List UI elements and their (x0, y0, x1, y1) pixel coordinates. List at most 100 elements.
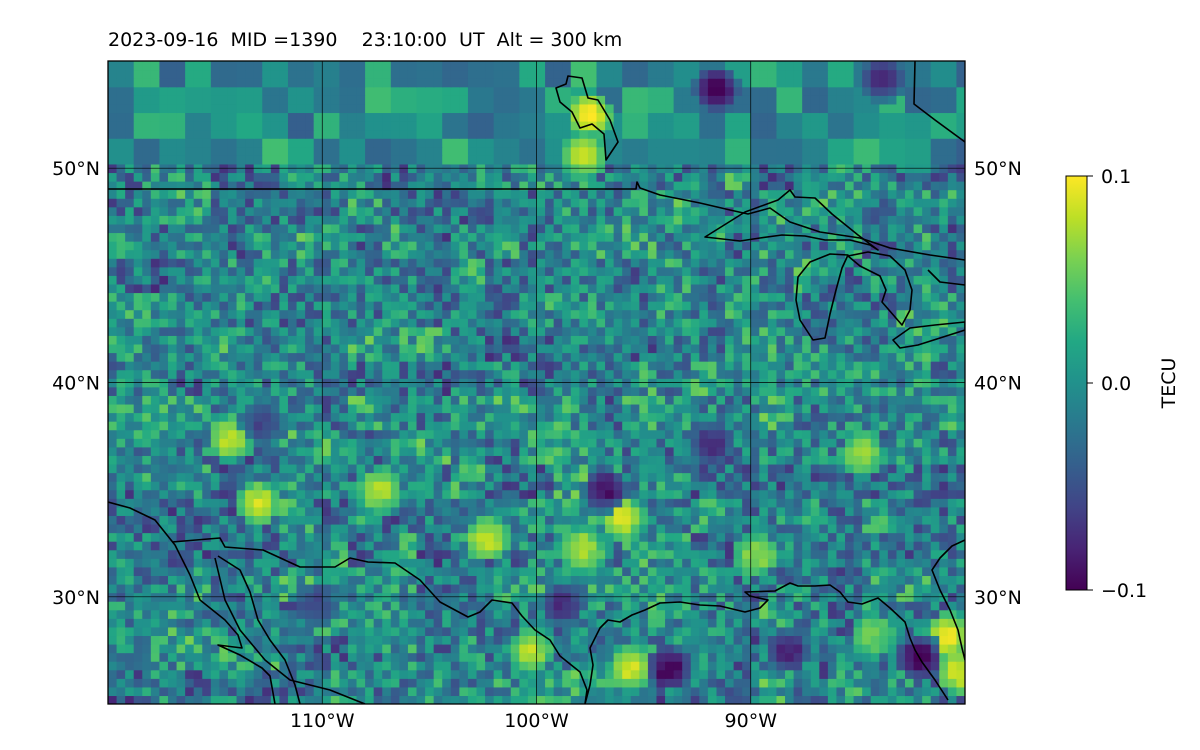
heatmap-cell (399, 463, 409, 474)
heatmap-cell (887, 463, 898, 474)
heatmap-cell (913, 609, 923, 619)
heatmap-cell (425, 309, 435, 319)
heatmap-cell (853, 275, 863, 285)
heatmap-cell (339, 395, 349, 405)
heatmap-cell (827, 403, 838, 414)
heatmap-cell (116, 369, 126, 379)
heatmap-cell (116, 403, 126, 414)
heatmap-cell (527, 549, 538, 559)
heatmap-cell (125, 309, 135, 319)
heatmap-cell (142, 541, 152, 551)
heatmap-cell (939, 309, 949, 319)
heatmap-cell (836, 412, 846, 422)
heatmap-cell (305, 472, 315, 482)
heatmap-cell (862, 429, 872, 439)
heatmap-cell (476, 429, 486, 439)
heatmap-cell (862, 575, 872, 585)
heatmap-cell (622, 283, 632, 294)
heatmap-cell (819, 283, 829, 294)
heatmap-cell (905, 403, 915, 414)
heatmap-cell (956, 412, 965, 422)
heatmap-cell (879, 361, 889, 371)
heatmap-cell (767, 326, 778, 336)
heatmap-cell (905, 395, 915, 405)
heatmap-cell (570, 506, 580, 516)
heatmap-cell (502, 669, 512, 679)
heatmap-cell (279, 652, 289, 662)
heatmap-cell (733, 635, 743, 645)
heatmap-cell (905, 686, 915, 697)
heatmap-cell (707, 489, 718, 499)
heatmap-cell (956, 652, 965, 662)
heatmap-cell (476, 481, 486, 491)
heatmap-cell (450, 438, 460, 448)
heatmap-cell (853, 463, 863, 474)
heatmap-cell (836, 318, 846, 328)
heatmap-cell (219, 601, 229, 611)
heatmap-cell (519, 532, 529, 542)
heatmap-cell (176, 309, 186, 319)
heatmap-cell (930, 429, 940, 439)
heatmap-cell (365, 609, 375, 619)
heatmap-cell (956, 489, 965, 499)
heatmap-cell (939, 292, 949, 302)
heatmap-cell (845, 566, 855, 576)
heatmap-cell (587, 523, 598, 534)
heatmap-cell (596, 583, 606, 594)
heatmap-cell (767, 403, 778, 414)
heatmap-cell (896, 532, 906, 542)
heatmap-cell (450, 301, 460, 311)
heatmap-cell (819, 309, 829, 319)
heatmap-cell (647, 438, 658, 448)
heatmap-cell (108, 369, 118, 379)
heatmap-cell (913, 635, 923, 645)
heatmap-cell (527, 318, 538, 328)
heatmap-cell (493, 455, 503, 465)
heatmap-cell (133, 669, 143, 679)
heatmap-cell (245, 643, 255, 654)
heatmap-cell (202, 506, 212, 516)
heatmap-cell (322, 643, 332, 654)
heatmap-cell (767, 395, 778, 405)
heatmap-cell (862, 326, 872, 336)
heatmap-cell (467, 506, 478, 516)
heatmap-cell (887, 352, 898, 362)
heatmap-cell (416, 386, 426, 396)
heatmap-cell (570, 318, 580, 328)
heatmap-cell (879, 309, 889, 319)
heatmap-cell (202, 343, 212, 354)
heatmap-cell (347, 618, 358, 628)
heatmap-cell (570, 326, 580, 336)
heatmap-cell (210, 386, 221, 396)
heatmap-cell (150, 421, 161, 431)
heatmap-cell (176, 686, 186, 697)
heatmap-cell (690, 609, 700, 619)
heatmap-cell (930, 472, 940, 482)
heatmap-cell (896, 455, 906, 465)
heatmap-cell (399, 275, 409, 285)
heatmap-cell (287, 532, 298, 542)
heatmap-cell (870, 678, 880, 688)
heatmap-cell (185, 695, 195, 704)
heatmap-cell (639, 489, 649, 499)
heatmap-cell (656, 523, 666, 534)
heatmap-cell (922, 661, 932, 671)
heatmap-cell (245, 283, 255, 294)
heatmap-cell (742, 403, 752, 414)
heatmap-cell (913, 626, 923, 637)
heatmap-cell (339, 601, 349, 611)
heatmap-cell (313, 481, 323, 491)
heatmap-cell (330, 395, 340, 405)
heatmap-cell (845, 395, 855, 405)
heatmap-cell (545, 301, 555, 311)
heatmap-cell (699, 361, 709, 371)
heatmap-cell (870, 403, 880, 414)
heatmap-cell (262, 515, 272, 525)
heatmap-cell (630, 301, 640, 311)
heatmap-cell (639, 626, 649, 637)
heatmap-cell (887, 541, 898, 551)
heatmap-cell (313, 292, 323, 302)
heatmap-cell (467, 498, 478, 508)
heatmap-cell (227, 549, 238, 559)
heatmap-cell (836, 481, 846, 491)
